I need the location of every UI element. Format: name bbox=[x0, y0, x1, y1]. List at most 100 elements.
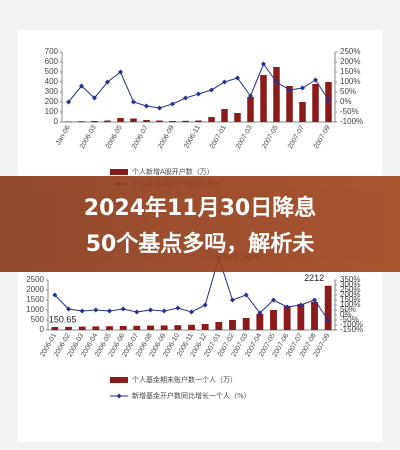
bar bbox=[297, 304, 305, 330]
bar bbox=[117, 118, 124, 122]
marker bbox=[105, 79, 110, 85]
bar bbox=[208, 117, 215, 122]
marker bbox=[284, 304, 290, 310]
y-tick-label: 1500 bbox=[26, 295, 44, 304]
marker bbox=[257, 310, 263, 316]
bar bbox=[312, 84, 319, 122]
marker bbox=[148, 307, 153, 313]
data-label: 150.65 bbox=[49, 314, 77, 324]
marker bbox=[274, 79, 279, 85]
marker bbox=[107, 308, 112, 314]
chart-panel bbox=[18, 30, 382, 190]
y2-tick-label: -150% bbox=[340, 325, 363, 334]
marker bbox=[313, 77, 318, 83]
headline: 2024年11月30日降息 bbox=[84, 195, 316, 221]
bar bbox=[311, 302, 318, 330]
y-tick-label: 2000 bbox=[26, 285, 44, 294]
marker bbox=[235, 75, 240, 81]
legend-swatch bbox=[116, 393, 122, 399]
bar bbox=[156, 120, 163, 122]
bar bbox=[143, 120, 150, 122]
bar bbox=[51, 326, 59, 330]
bar bbox=[260, 75, 267, 122]
y2-tick-label: -100% bbox=[340, 117, 363, 126]
marker bbox=[93, 307, 99, 313]
bar bbox=[182, 120, 189, 122]
bar bbox=[256, 314, 264, 330]
marker bbox=[118, 69, 123, 75]
bar bbox=[195, 120, 202, 122]
marker bbox=[131, 99, 136, 105]
bar bbox=[104, 120, 111, 122]
bar bbox=[78, 121, 85, 122]
data-label: 2212 bbox=[304, 273, 324, 283]
chart-panel bbox=[18, 262, 382, 442]
marker bbox=[312, 297, 317, 303]
marker bbox=[326, 97, 331, 103]
bar bbox=[188, 324, 195, 330]
marker bbox=[161, 308, 167, 314]
y2-tick-label: 200% bbox=[340, 290, 360, 299]
y2-tick-label: 300% bbox=[340, 280, 360, 289]
marker bbox=[300, 85, 305, 91]
marker bbox=[243, 292, 249, 298]
marker bbox=[120, 306, 126, 312]
bar bbox=[91, 121, 98, 122]
y2-tick-label: 250% bbox=[340, 285, 360, 294]
y2-tick-label: 150% bbox=[340, 67, 360, 76]
bar bbox=[299, 102, 306, 122]
bar bbox=[234, 113, 241, 122]
y-tick-label: 600 bbox=[45, 57, 59, 66]
bar bbox=[201, 324, 209, 330]
y-tick-label: 200 bbox=[45, 97, 59, 106]
marker bbox=[325, 317, 331, 323]
marker bbox=[66, 99, 71, 105]
marker bbox=[202, 302, 208, 308]
bar bbox=[78, 326, 86, 330]
marker bbox=[189, 309, 194, 315]
y-tick-label: 2500 bbox=[26, 275, 44, 284]
bar bbox=[242, 318, 250, 330]
y2-tick-label: 200% bbox=[340, 57, 360, 66]
marker bbox=[157, 105, 162, 111]
legend-label: 新增基金开户数同比增长一个人（%） bbox=[132, 391, 251, 400]
y2-tick-label: -50% bbox=[340, 315, 359, 324]
legend-swatch bbox=[110, 169, 128, 175]
bar bbox=[133, 325, 141, 330]
bar bbox=[215, 322, 223, 330]
y-tick-label: 0 bbox=[40, 325, 45, 334]
marker bbox=[175, 305, 181, 311]
bar bbox=[119, 326, 127, 330]
marker bbox=[183, 95, 188, 101]
y2-tick-label: -50% bbox=[340, 107, 359, 116]
legend-label: 个人基金期末账户数一个人（万） bbox=[132, 375, 237, 384]
y2-tick-label: -100% bbox=[340, 320, 363, 329]
bar bbox=[273, 67, 280, 122]
marker bbox=[79, 83, 84, 89]
marker bbox=[271, 297, 276, 303]
marker bbox=[52, 292, 58, 298]
marker bbox=[79, 308, 85, 314]
y2-tick-label: 350% bbox=[340, 275, 360, 284]
y2-tick-label: 50% bbox=[340, 87, 356, 96]
marker bbox=[298, 302, 304, 308]
bar bbox=[221, 109, 228, 122]
marker bbox=[144, 103, 149, 109]
marker bbox=[134, 309, 140, 315]
legend-label: 个人新增A股开户数（万） bbox=[132, 167, 214, 176]
bar bbox=[174, 325, 182, 330]
y2-tick-label: 50% bbox=[340, 305, 356, 314]
bar bbox=[92, 326, 100, 330]
y2-tick-label: 0% bbox=[340, 310, 352, 319]
y-tick-label: 400 bbox=[45, 77, 59, 86]
marker bbox=[287, 87, 292, 93]
marker bbox=[92, 95, 97, 101]
marker bbox=[209, 87, 214, 93]
y-tick-label: 500 bbox=[31, 315, 45, 324]
y-tick-label: 300 bbox=[45, 87, 59, 96]
bar bbox=[169, 121, 176, 122]
y-tick-label: 1000 bbox=[26, 305, 44, 314]
marker bbox=[261, 61, 266, 67]
y2-tick-label: 150% bbox=[340, 295, 360, 304]
